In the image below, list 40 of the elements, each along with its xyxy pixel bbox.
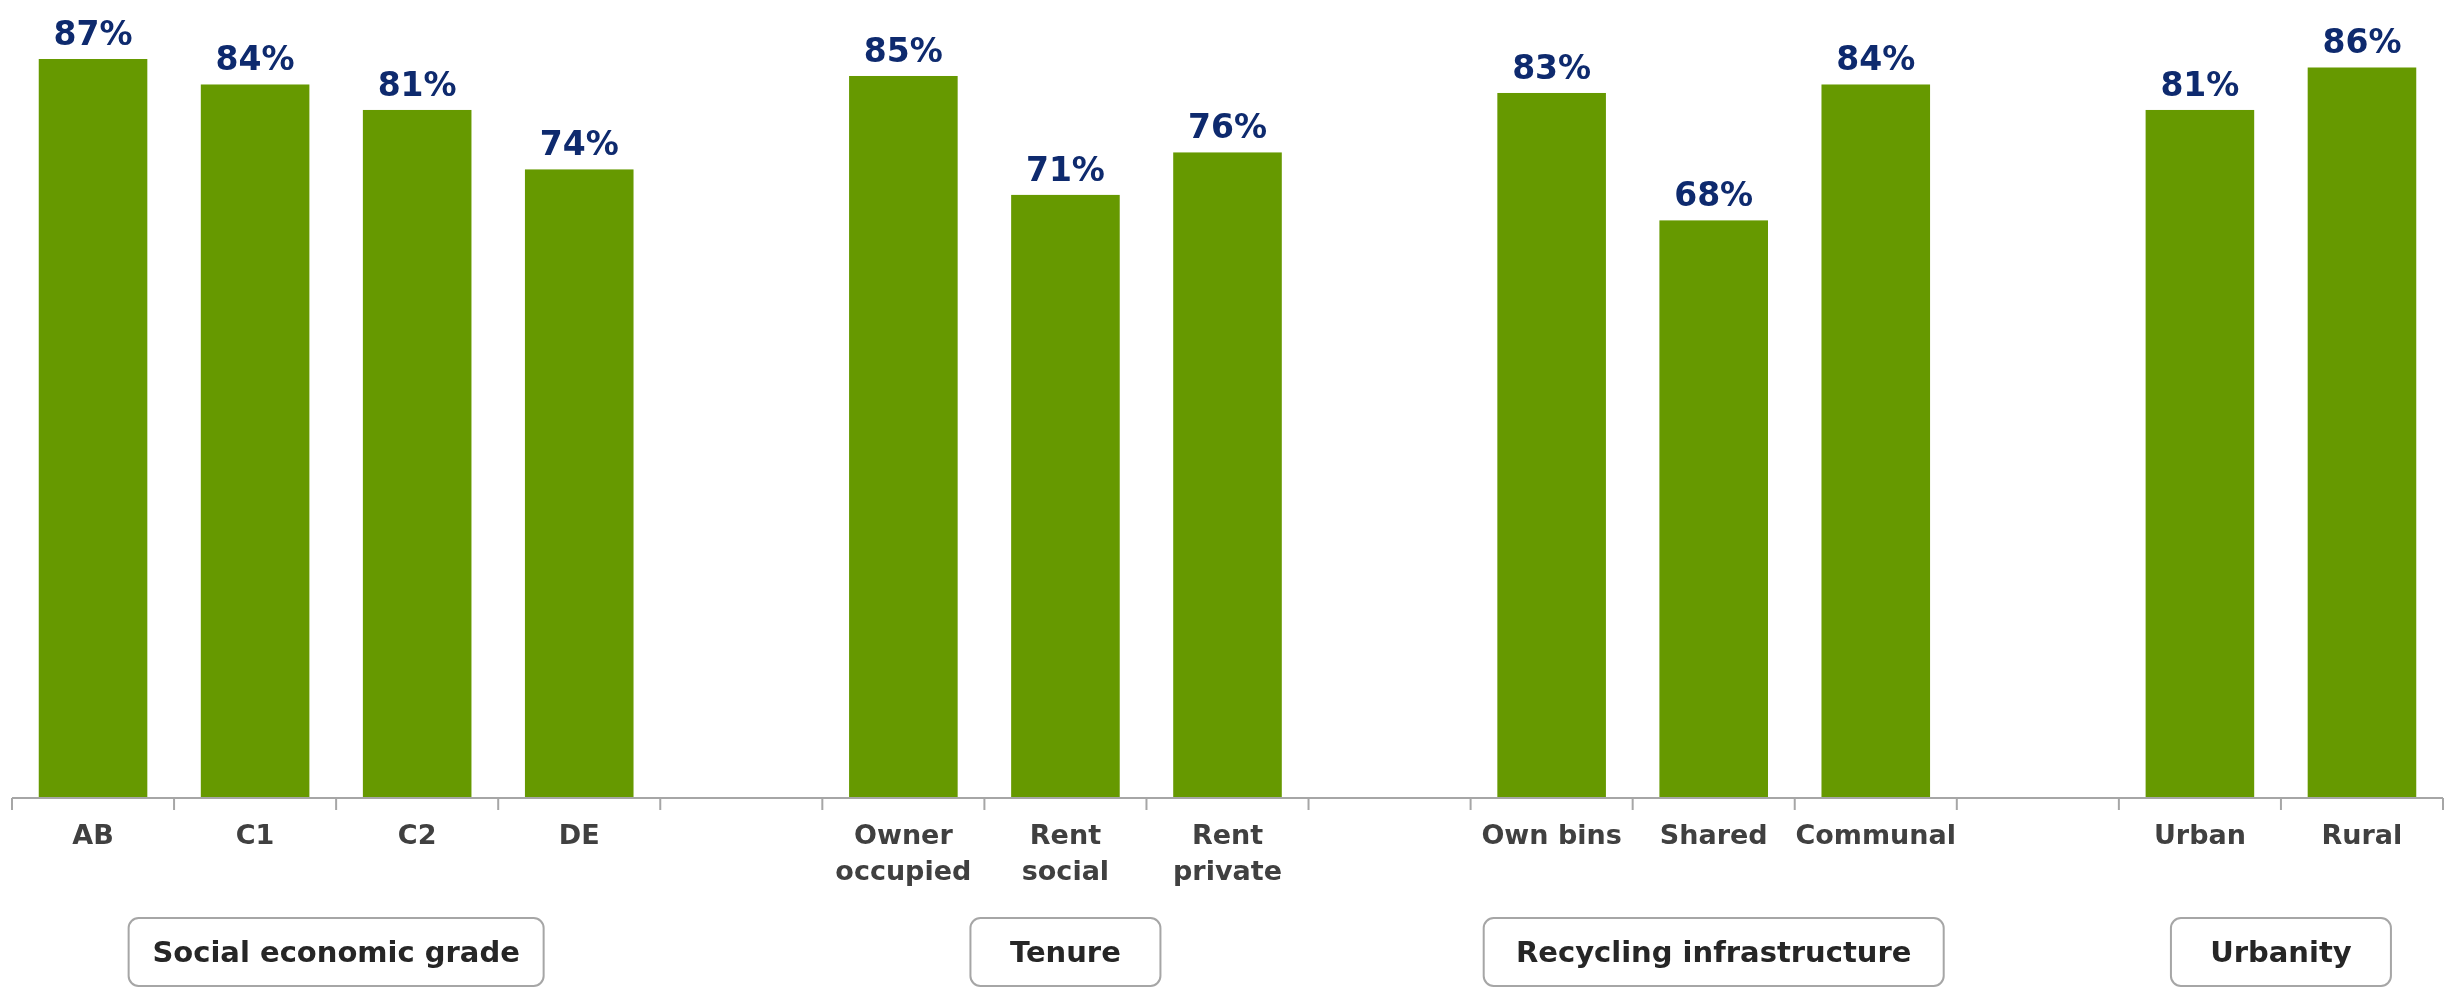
bar xyxy=(1659,220,1768,798)
bar xyxy=(849,75,958,798)
bar xyxy=(2307,67,2417,798)
x-tick-label: Rural xyxy=(2321,819,2403,850)
bar xyxy=(524,169,634,798)
x-tick-label: Shared xyxy=(1659,819,1768,850)
x-tick-label: C1 xyxy=(235,819,275,850)
data-label: 86% xyxy=(2322,22,2402,62)
data-label: 83% xyxy=(1512,47,1592,87)
data-label: 81% xyxy=(377,64,457,104)
x-tick-label: C2 xyxy=(397,819,437,850)
bar xyxy=(1821,84,1931,798)
data-label: 81% xyxy=(2160,64,2240,104)
text: Urbanity xyxy=(2210,935,2352,969)
bar xyxy=(1011,194,1120,798)
data-label: 68% xyxy=(1674,175,1754,215)
bar xyxy=(38,59,148,798)
text: Tenure xyxy=(1010,935,1121,969)
x-tick-label: Rent private xyxy=(1173,819,1282,886)
x-tick-label: Owner occupied xyxy=(835,819,972,886)
data-label: 74% xyxy=(539,124,619,164)
bar xyxy=(362,109,472,798)
bar xyxy=(200,84,310,798)
data-label: 87% xyxy=(53,14,133,53)
x-tick-label: Rent social xyxy=(1021,819,1110,886)
x-tick-label: Own bins xyxy=(1481,819,1622,850)
bar xyxy=(1497,92,1606,798)
x-tick-label: Urban xyxy=(2153,819,2246,850)
data-label: 76% xyxy=(1188,107,1267,147)
x-tick-label: Communal xyxy=(1795,819,1957,850)
bar xyxy=(1173,152,1282,798)
text: Social economic grade xyxy=(152,935,520,969)
x-tick-label: DE xyxy=(558,819,600,850)
data-label: 84% xyxy=(215,39,295,79)
text: Recycling infrastructure xyxy=(1515,935,1912,969)
data-label: 71% xyxy=(1025,149,1105,189)
data-label: 84% xyxy=(1836,39,1916,79)
x-tick-label: AB xyxy=(72,819,114,850)
bar xyxy=(2145,109,2255,798)
data-label: 85% xyxy=(863,30,943,70)
